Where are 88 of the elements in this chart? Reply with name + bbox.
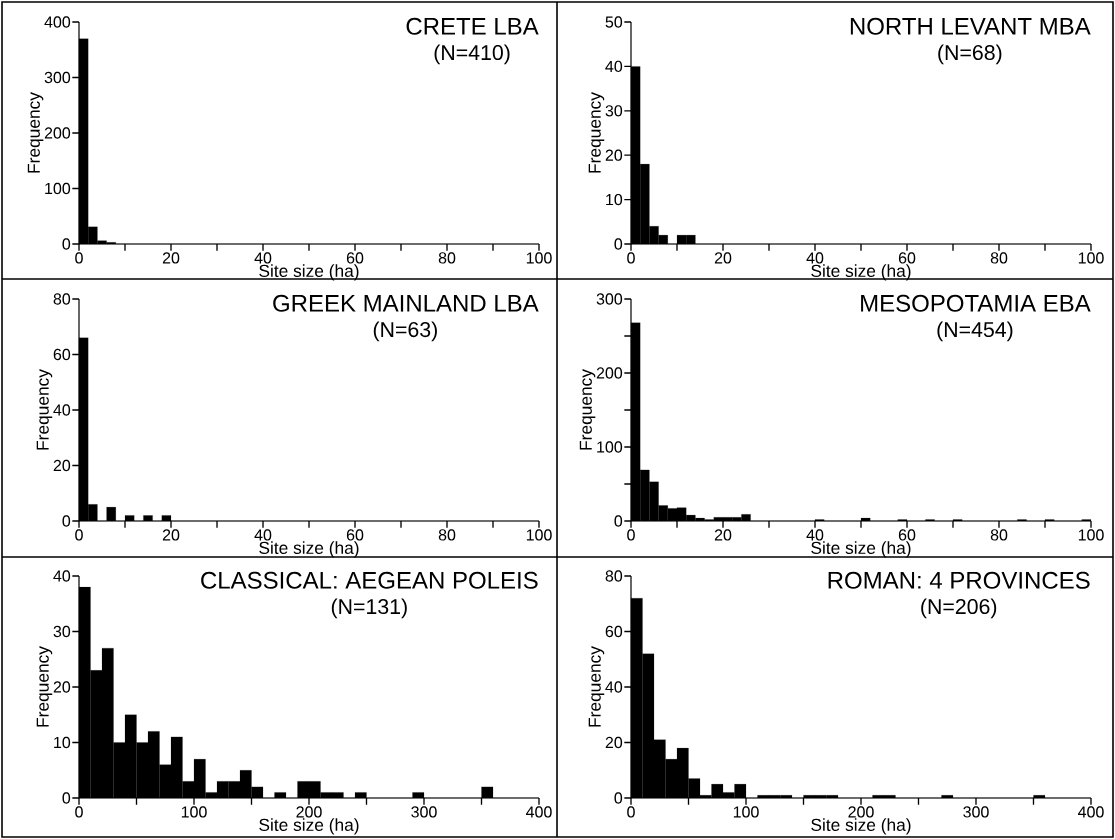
y-tick-label: 60 — [605, 625, 623, 638]
y-tick-label: 40 — [605, 681, 623, 693]
y-axis-title: Frequency — [579, 369, 596, 450]
y-tick-label: 30 — [53, 625, 71, 638]
text: (N=63) — [373, 321, 437, 342]
y-axis-title: Frequency — [36, 369, 53, 450]
y-tick-label: 80 — [605, 570, 623, 582]
x-tick-label: 20 — [162, 529, 180, 541]
x-tick-label: 300 — [963, 806, 989, 818]
y-tick-label: 0 — [62, 792, 71, 804]
chart-title: CRETE LBA — [406, 17, 539, 35]
x-tick-label: 60 — [346, 529, 364, 541]
y-tick-label: 10 — [54, 736, 71, 749]
x-tick-label: 60 — [898, 252, 916, 264]
y-tick-label: 20 — [53, 681, 71, 693]
x-tick-label: 400 — [526, 806, 552, 818]
y-tick-label: 10 — [606, 193, 623, 206]
y-tick-label: 50 — [605, 16, 623, 28]
y-tick-label: 300 — [44, 71, 71, 84]
x-tick-label: 60 — [346, 252, 364, 264]
x-axis-title: Site size (ha) — [811, 264, 911, 281]
y-tick-label: 40 — [605, 60, 623, 73]
x-tick-label: 0 — [627, 806, 635, 818]
x-tick-label: 100 — [1078, 252, 1104, 264]
chart-title: GREEK MAINLAND LBA — [273, 294, 539, 312]
text: (N=131) — [331, 598, 407, 619]
x-tick-label: 40 — [806, 252, 824, 264]
y-tick-label: 0 — [614, 238, 623, 250]
y-tick-label: 20 — [605, 736, 623, 749]
y-tick-label: 30 — [605, 105, 623, 117]
y-tick-label: 0 — [62, 515, 71, 527]
x-tick-label: 100 — [181, 806, 207, 818]
x-tick-label: 80 — [438, 252, 456, 264]
chart-title: NORTH LEVANT MBA — [850, 17, 1091, 35]
x-tick-label: 300 — [411, 806, 437, 818]
x-tick-label: 80 — [990, 252, 1008, 264]
y-tick-label: 0 — [614, 792, 623, 804]
y-axis-title: Frequency — [27, 92, 44, 173]
x-tick-label: 40 — [254, 529, 272, 541]
text: (N=206) — [921, 598, 997, 619]
chart-title: MESOPOTAMIA EBA — [861, 294, 1091, 312]
x-tick-label: 0 — [75, 252, 83, 264]
x-tick-label: 400 — [1078, 806, 1104, 818]
y-axis-title: Frequency — [588, 92, 605, 173]
x-axis-title: Site size (ha) — [811, 818, 911, 835]
x-tick-label: 0 — [75, 529, 83, 541]
x-tick-label: 100 — [1078, 529, 1104, 541]
text: (N=454) — [937, 321, 1013, 342]
x-tick-label: 40 — [806, 529, 824, 541]
y-tick-label: 40 — [53, 404, 71, 416]
x-tick-label: 80 — [990, 529, 1008, 541]
x-tick-label: 20 — [714, 252, 732, 264]
y-tick-label: 400 — [44, 16, 71, 28]
text: (N=68) — [938, 44, 1002, 65]
y-tick-label: 0 — [614, 515, 623, 527]
y-tick-label: 300 — [596, 293, 623, 305]
x-tick-label: 100 — [526, 252, 552, 264]
y-tick-label: 100 — [597, 441, 623, 453]
x-tick-label: 200 — [296, 806, 322, 818]
x-tick-label: 0 — [627, 529, 635, 541]
y-tick-label: 100 — [45, 182, 71, 195]
x-tick-label: 0 — [627, 252, 635, 264]
y-tick-label: 60 — [53, 348, 71, 361]
x-tick-label: 80 — [438, 529, 456, 541]
y-tick-label: 20 — [605, 149, 623, 161]
x-tick-label: 0 — [75, 806, 83, 818]
y-tick-label: 200 — [596, 367, 623, 379]
x-tick-label: 20 — [162, 252, 180, 264]
y-tick-label: 40 — [53, 570, 71, 582]
y-axis-title: Frequency — [588, 646, 605, 727]
x-axis-title: Site size (ha) — [259, 264, 359, 281]
y-tick-label: 20 — [53, 459, 71, 472]
x-tick-label: 200 — [848, 806, 874, 818]
x-tick-label: 40 — [254, 252, 272, 264]
chart-title: CLASSICAL: AEGEAN POLEIS — [201, 571, 538, 589]
x-axis-title: Site size (ha) — [259, 541, 359, 558]
y-axis-title: Frequency — [36, 646, 53, 727]
text: (N=410) — [434, 44, 510, 65]
x-tick-label: 60 — [898, 529, 916, 541]
chart-title: ROMAN: 4 PROVINCES — [828, 571, 1090, 589]
x-axis-title: Site size (ha) — [259, 818, 359, 835]
y-tick-label: 80 — [53, 293, 71, 305]
x-tick-label: 100 — [733, 806, 759, 818]
x-tick-label: 20 — [714, 529, 732, 541]
x-tick-label: 100 — [526, 529, 552, 541]
y-tick-label: 0 — [62, 238, 71, 250]
x-axis-title: Site size (ha) — [811, 541, 911, 558]
y-tick-label: 200 — [44, 127, 71, 139]
